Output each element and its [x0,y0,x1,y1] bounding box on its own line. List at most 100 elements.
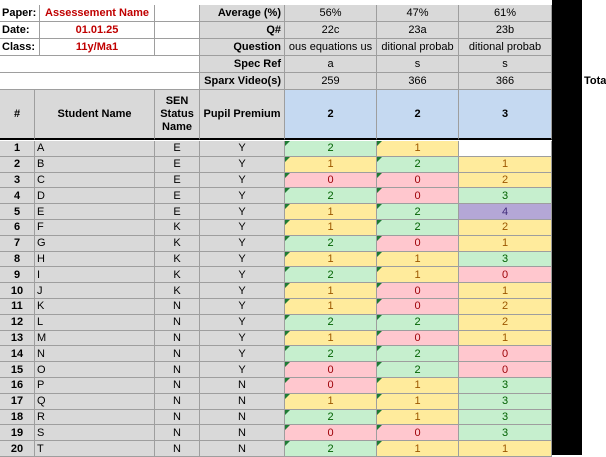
sen-status-cell[interactable]: K [155,283,200,299]
blank-cell[interactable] [155,22,200,39]
meta-value-cell[interactable]: 56% [285,5,377,22]
score-cell[interactable]: 1 [377,251,459,268]
row-number[interactable]: 6 [0,220,35,236]
score-cell[interactable]: 0 [377,330,459,347]
meta-value-cell[interactable]: 47% [377,5,459,22]
paper-name-cell[interactable]: Assessement Name [40,5,155,22]
row-number[interactable]: 2 [0,156,35,173]
meta-value-cell[interactable]: s [459,56,552,73]
pupil-premium-cell[interactable]: Y [200,235,285,252]
sen-status-cell[interactable]: N [155,409,200,426]
score-cell[interactable]: 1 [459,283,552,299]
header-sen-status[interactable]: SEN Status Name [155,90,200,140]
score-cell[interactable]: 1 [285,204,377,220]
score-cell[interactable]: 1 [285,251,377,268]
student-name-cell[interactable]: B [35,156,155,173]
pupil-premium-cell[interactable]: Y [200,220,285,236]
pupil-premium-cell[interactable]: Y [200,251,285,268]
score-cell[interactable]: 3 [459,188,552,205]
pupil-premium-cell[interactable]: Y [200,141,285,157]
row-number[interactable]: 14 [0,346,35,363]
score-cell[interactable]: 0 [377,283,459,299]
date-cell[interactable]: 01.01.25 [40,22,155,39]
score-cell[interactable]: 1 [285,299,377,315]
sen-status-cell[interactable]: N [155,330,200,347]
sen-status-cell[interactable]: N [155,425,200,442]
header-marks-q3[interactable]: 3 [459,90,552,140]
class-cell[interactable]: 11y/Ma1 [40,39,155,56]
row-number[interactable]: 13 [0,330,35,347]
row-number[interactable]: 15 [0,362,35,378]
meta-value-cell[interactable]: 259 [285,73,377,90]
pupil-premium-cell[interactable]: Y [200,172,285,189]
student-name-cell[interactable]: A [35,141,155,157]
meta-value-cell[interactable]: 61% [459,5,552,22]
pupil-premium-cell[interactable]: Y [200,330,285,347]
score-cell[interactable]: 2 [285,267,377,284]
paper-label[interactable]: Paper: [0,5,40,22]
pupil-premium-cell[interactable]: Y [200,267,285,284]
row-number[interactable]: 17 [0,393,35,410]
blank-cell[interactable] [0,56,200,73]
score-cell[interactable]: 4 [459,204,552,220]
sen-status-cell[interactable]: N [155,346,200,363]
score-cell[interactable]: 2 [285,188,377,205]
score-cell[interactable]: 1 [377,267,459,284]
pupil-premium-cell[interactable]: N [200,425,285,442]
row-number[interactable]: 8 [0,251,35,268]
row-number[interactable]: 5 [0,204,35,220]
student-name-cell[interactable]: P [35,378,155,394]
score-cell[interactable]: 2 [377,204,459,220]
header-student-name[interactable]: Student Name [35,90,155,140]
sen-status-cell[interactable]: N [155,362,200,378]
blank-cell[interactable] [0,73,200,90]
student-name-cell[interactable]: O [35,362,155,378]
score-cell[interactable]: 0 [285,362,377,378]
class-label[interactable]: Class: [0,39,40,56]
student-name-cell[interactable]: S [35,425,155,442]
score-cell[interactable]: 1 [377,378,459,394]
score-cell[interactable]: 2 [459,314,552,331]
row-number[interactable]: 19 [0,425,35,442]
row-number[interactable]: 18 [0,409,35,426]
meta-label[interactable]: Sparx Video(s) [200,73,285,90]
score-cell[interactable]: 0 [285,425,377,442]
meta-value-cell[interactable]: ditional probab [459,39,552,56]
score-cell[interactable]: 1 [377,409,459,426]
meta-label[interactable]: Question [200,39,285,56]
meta-value-cell[interactable]: 22c [285,22,377,39]
sen-status-cell[interactable]: E [155,156,200,173]
date-label[interactable]: Date: [0,22,40,39]
meta-value-cell[interactable]: 366 [459,73,552,90]
student-name-cell[interactable]: F [35,220,155,236]
score-cell[interactable]: 1 [285,283,377,299]
meta-value-cell[interactable]: 366 [377,73,459,90]
sen-status-cell[interactable]: K [155,220,200,236]
row-number[interactable]: 1 [0,141,35,157]
sen-status-cell[interactable]: K [155,267,200,284]
row-number[interactable]: 12 [0,314,35,331]
pupil-premium-cell[interactable]: Y [200,204,285,220]
row-number[interactable]: 4 [0,188,35,205]
student-name-cell[interactable]: J [35,283,155,299]
student-name-cell[interactable]: D [35,188,155,205]
meta-value-cell[interactable]: 23a [377,22,459,39]
score-cell[interactable]: 0 [285,172,377,189]
pupil-premium-cell[interactable]: Y [200,346,285,363]
score-cell[interactable]: 2 [285,141,377,157]
student-name-cell[interactable]: C [35,172,155,189]
score-cell[interactable]: 0 [285,378,377,394]
student-name-cell[interactable]: E [35,204,155,220]
score-cell[interactable]: 2 [285,409,377,426]
pupil-premium-cell[interactable]: Y [200,283,285,299]
blank-cell[interactable] [155,39,200,56]
score-cell[interactable]: 2 [377,156,459,173]
score-cell[interactable]: 0 [377,188,459,205]
student-name-cell[interactable]: Q [35,393,155,410]
score-cell[interactable]: 1 [285,220,377,236]
student-name-cell[interactable]: H [35,251,155,268]
score-cell[interactable]: 3 [459,409,552,426]
meta-label[interactable]: Average (%) [200,5,285,22]
row-number[interactable]: 20 [0,441,35,457]
sen-status-cell[interactable]: N [155,314,200,331]
